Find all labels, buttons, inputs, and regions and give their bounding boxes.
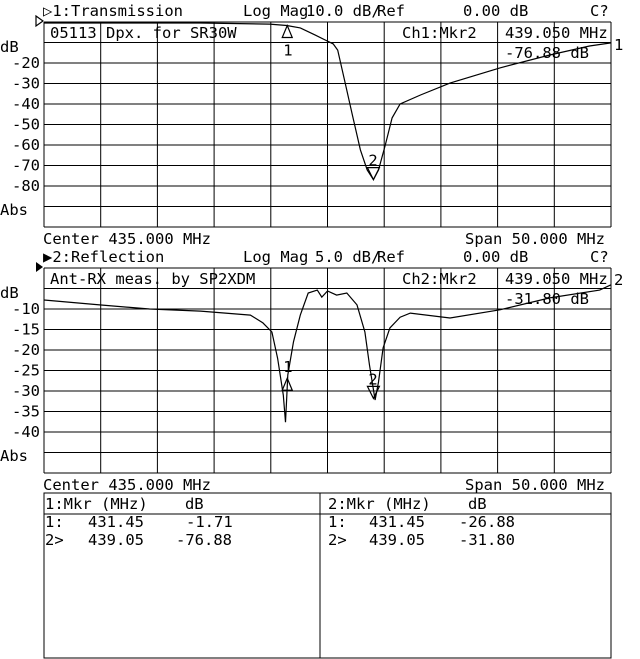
y-tick-label: -20 (12, 54, 40, 72)
y-tick-label: -20 (12, 341, 40, 359)
channel2-header: ▶2:Reflection Log Mag 5.0 dB/ Ref 0.00 d… (43, 248, 609, 266)
marker-freq: 431.45 (369, 513, 425, 531)
marker-table-header: 1:Mkr (MHz) dB (45, 495, 204, 513)
channel2-ref-value: 0.00 dB (463, 248, 528, 266)
channel2-ref-label: Ref (377, 248, 405, 266)
marker-label: 1 (283, 42, 292, 60)
table-row: 2> 439.05 -76.88 (45, 531, 232, 549)
channel2-scale: 5.0 dB/ (315, 248, 380, 266)
marker-freq: 431.45 (88, 513, 144, 531)
table-row: 1: 431.45 -26.88 (328, 513, 515, 531)
marker-table-header: 2:Mkr (MHz) dB (328, 495, 487, 513)
y-tick-label: -80 (12, 177, 40, 195)
y-tick-label: -15 (12, 321, 40, 339)
marker-label: 2 (368, 152, 377, 170)
channel2-marker-label: Ch2:Mkr2 (402, 270, 477, 288)
channel1-span: Span 50.000 MHz (465, 230, 605, 248)
channel2-format: Log Mag (243, 248, 308, 266)
channel1-format: Log Mag (243, 2, 308, 20)
trace-line (44, 22, 612, 181)
channel2-cal-status: C? (590, 248, 609, 266)
marker-id: 1: (45, 513, 64, 531)
channel1-annotations: 05113 Dpx. for SR30W Ch1:Mkr2 439.050 MH… (0, 14, 623, 248)
channel2-annotations: Ant-RX meas. by SP2XDM Ch2:Mkr2 439.050 … (0, 262, 623, 494)
table-row: 2> 439.05 -31.80 (328, 531, 515, 549)
channel2-y-bottom: Abs (0, 447, 28, 465)
channel2-plot: -10 -15 -20 -25 -30 -35 -40 1 2 (12, 267, 612, 474)
channel1-ref-label: Ref (377, 2, 405, 20)
channel1-marker-label: Ch1:Mkr2 (402, 24, 477, 42)
marker-label: 2 (368, 370, 377, 388)
marker-freq: 439.05 (88, 531, 144, 549)
marker-db: -31.80 (459, 531, 515, 549)
trace-line (43, 284, 612, 423)
marker-1: 1 (281, 23, 294, 60)
channel1-y-unit: dB (0, 38, 19, 56)
y-tick-label: -40 (12, 95, 40, 113)
y-tick-label: -40 (12, 423, 40, 441)
channel2-title: ▶2:Reflection (43, 248, 164, 266)
marker-table-ch1: 1:Mkr (MHz) dB 1: 431.45 -1.71 2> 439.05… (45, 495, 233, 549)
y-tick-label: -70 (12, 157, 40, 175)
ref-position-arrow-icon (36, 262, 43, 272)
channel1-center: Center 435.000 MHz (43, 230, 211, 248)
y-tick-label: -35 (12, 403, 40, 421)
channel2-span: Span 50.000 MHz (465, 476, 605, 494)
channel1-title: ▷1:Transmission (43, 2, 183, 20)
marker-triangle-up-icon (281, 23, 294, 39)
channel2-y-unit: dB (0, 284, 19, 302)
marker-triangle-down-icon (366, 167, 381, 181)
channel1-cal-status: C? (590, 2, 609, 20)
y-tick-label: -10 (12, 300, 40, 318)
marker-label: 1 (283, 358, 292, 376)
marker-db: -76.88 (176, 531, 232, 549)
y-tick-label: -25 (12, 362, 40, 380)
marker-2: 2 (366, 370, 381, 400)
channel1-marker-freq: 439.050 MHz (505, 24, 608, 42)
ref-position-arrow-icon (35, 14, 45, 28)
y-tick-label: -60 (12, 136, 40, 154)
channel2-marker-value: -31.80 dB (505, 290, 589, 308)
y-tick-label: -30 (12, 382, 40, 400)
marker-2: 2 (366, 152, 381, 181)
marker-db: -26.88 (459, 513, 515, 531)
marker-id: 2> (45, 531, 64, 549)
channel1-ref-value: 0.00 dB (463, 2, 528, 20)
channel2-center: Center 435.000 MHz (43, 476, 211, 494)
channel2-annotation: Ant-RX meas. by SP2XDM (50, 270, 255, 288)
marker-table-frame (43, 492, 612, 659)
marker-triangle-down-icon (366, 385, 381, 400)
channel2-ref-marker: 2 (614, 271, 623, 289)
table-row: 1: 431.45 -1.71 (45, 513, 233, 531)
channel1-scale: 10.0 dB/ (306, 2, 381, 20)
marker-id: 1: (328, 513, 347, 531)
marker-id: 2> (328, 531, 347, 549)
marker-table-ch2: 2:Mkr (MHz) dB 1: 431.45 -26.88 2> 439.0… (328, 495, 515, 549)
channel1-plot: -20 -30 -40 -50 -60 -70 -80 1 2 (12, 21, 612, 228)
marker-1: 1 (281, 358, 294, 391)
y-tick-label: -30 (12, 75, 40, 93)
channel2-marker-freq: 439.050 MHz (505, 270, 608, 288)
channel1-y-bottom: Abs (0, 201, 28, 219)
channel1-marker-value: -76.88 dB (505, 44, 589, 62)
channel1-header: ▷1:Transmission Log Mag 10.0 dB/ Ref 0.0… (43, 2, 609, 20)
channel1-annotation: 05113 Dpx. for SR30W (50, 24, 237, 42)
marker-table: 1:Mkr (MHz) dB 1: 431.45 -1.71 2> 439.05… (43, 492, 612, 659)
marker-db: -1.71 (186, 513, 233, 531)
marker-freq: 439.05 (369, 531, 425, 549)
graticule (43, 267, 612, 474)
y-tick-label: -50 (12, 116, 40, 134)
channel1-ref-marker: 1 (614, 36, 623, 54)
marker-triangle-up-icon (281, 376, 294, 391)
